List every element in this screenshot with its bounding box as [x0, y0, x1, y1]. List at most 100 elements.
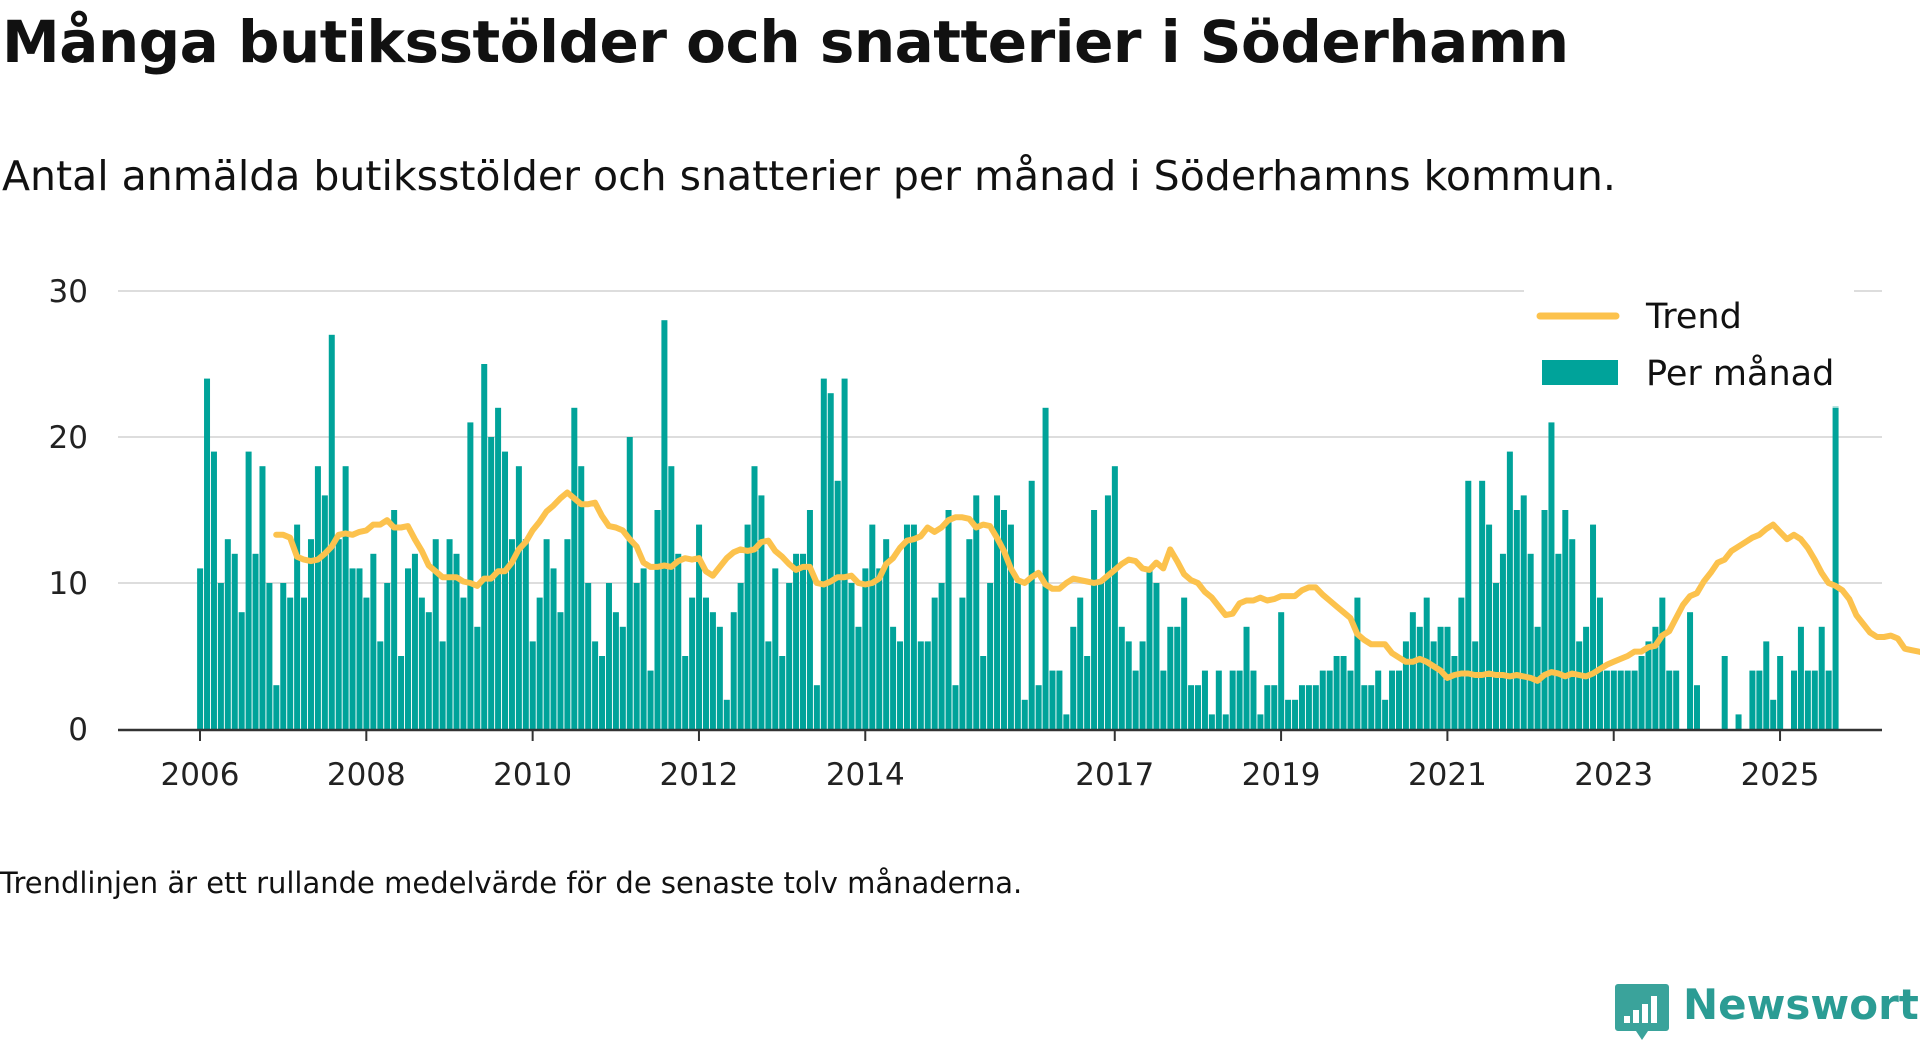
bar [640, 568, 647, 729]
x-tick-label: 2017 [1075, 757, 1154, 793]
bar [585, 583, 592, 729]
bar [439, 641, 446, 729]
bar [1811, 670, 1818, 729]
bar [204, 378, 211, 729]
bar [1340, 656, 1347, 729]
bar [924, 641, 931, 729]
legend: Trend Per månad [1524, 288, 1854, 406]
bar [321, 495, 328, 729]
bar [363, 597, 370, 729]
bar [1596, 597, 1603, 729]
bar [633, 583, 640, 729]
bar [689, 597, 696, 729]
bar [481, 364, 488, 729]
bar [1395, 670, 1402, 729]
bar [841, 378, 848, 729]
bar [1035, 685, 1042, 729]
y-axis-ticks: 0 10 20 30 [49, 274, 88, 748]
bar [1389, 670, 1396, 729]
bar [1118, 626, 1125, 729]
bar [266, 583, 273, 729]
bar [1770, 699, 1777, 729]
bar [1777, 656, 1784, 729]
bar [294, 524, 301, 729]
legend-background [1524, 288, 1854, 406]
bar [1278, 612, 1285, 729]
bar [1021, 699, 1028, 729]
bar [564, 539, 571, 729]
bar [508, 539, 515, 729]
bar [800, 553, 807, 729]
bar [883, 539, 890, 729]
bar [952, 685, 959, 729]
bar [1174, 626, 1181, 729]
bar [1264, 685, 1271, 729]
bar [536, 597, 543, 729]
chart-subtitle: Antal anmälda butiksstölder och snatteri… [2, 152, 1616, 200]
x-tick-label: 2014 [826, 757, 905, 793]
bar [834, 480, 841, 729]
bar [197, 568, 204, 729]
bar [1451, 656, 1458, 729]
bar [1007, 524, 1014, 729]
x-axis: 2006 2008 2010 2012 2014 2017 2019 2021 2023 2025 [118, 728, 1882, 793]
bar [231, 553, 238, 729]
bar [1506, 451, 1513, 729]
bar [1333, 656, 1340, 729]
bar [1659, 597, 1666, 729]
x-tick-label: 2006 [161, 757, 240, 793]
bar [1791, 670, 1797, 729]
bar [1215, 670, 1222, 729]
bar [1797, 626, 1804, 729]
bar [488, 437, 495, 729]
bar [1458, 597, 1465, 729]
bar [301, 597, 308, 729]
bar [751, 466, 758, 729]
bar [1098, 583, 1104, 729]
bar [827, 393, 834, 729]
bar [578, 466, 585, 729]
bar [1153, 583, 1160, 729]
bar [647, 670, 654, 729]
bar [862, 568, 869, 729]
bar [1576, 641, 1583, 729]
bar [342, 466, 349, 729]
bar [224, 539, 231, 729]
bar [890, 626, 897, 729]
bar [1562, 510, 1569, 729]
bar [217, 583, 224, 729]
bar [384, 583, 391, 729]
x-tick-label: 2012 [660, 757, 739, 793]
bar [210, 451, 217, 729]
bar [938, 583, 945, 729]
y-tick-label: 10 [49, 566, 88, 602]
bar [1070, 626, 1077, 729]
bar [1347, 670, 1354, 729]
bar [1617, 670, 1624, 729]
chart-svg: 0 10 20 30 2006 2008 2010 2012 2014 2017 2019 2021… [49, 274, 1920, 793]
bar [605, 583, 612, 729]
y-tick-label: 30 [49, 274, 88, 310]
bar [1693, 685, 1700, 729]
bar [1167, 626, 1174, 729]
bar [1298, 685, 1305, 729]
bar [1721, 656, 1728, 729]
bar [529, 641, 536, 729]
bar [1292, 699, 1299, 729]
x-tick-label: 2019 [1242, 757, 1321, 793]
bar [1479, 480, 1486, 729]
bar [557, 612, 564, 729]
bar [1084, 656, 1091, 729]
bar [1520, 495, 1527, 729]
bar [702, 597, 709, 729]
bar [1243, 626, 1250, 729]
x-tick-label: 2021 [1408, 757, 1487, 793]
bar [1028, 480, 1035, 729]
bar [1319, 670, 1326, 729]
bar [793, 553, 800, 729]
bar [619, 626, 626, 729]
bar [1160, 670, 1167, 729]
y-tick-label: 20 [49, 420, 88, 456]
bar [1354, 597, 1361, 729]
bar [467, 422, 474, 729]
